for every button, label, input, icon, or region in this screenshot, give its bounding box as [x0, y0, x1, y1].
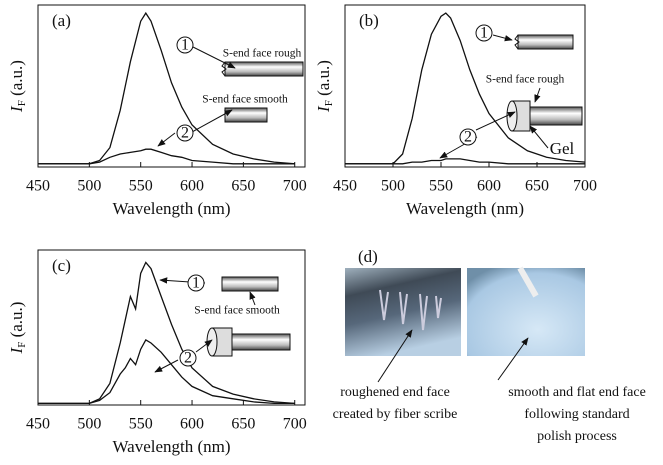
y-axis-label: IF (a.u.) — [314, 60, 335, 113]
fiber-icon — [224, 61, 304, 77]
annotation: Gel — [550, 139, 575, 158]
x-tick-label: 650 — [525, 178, 549, 195]
rough-end — [514, 34, 520, 50]
x-axis-label: Wavelength (nm) — [112, 437, 230, 456]
photo-caption: following standard — [524, 407, 629, 422]
y-axis-label-part: I — [314, 105, 333, 113]
x-tick-label: 500 — [381, 178, 405, 195]
fiber-icon — [221, 276, 279, 292]
y-axis-label-part: F — [323, 100, 335, 106]
spectrum-line — [38, 261, 295, 405]
panel-label: (b) — [359, 11, 379, 30]
plot-frame — [344, 4, 586, 168]
photo-detail — [517, 266, 539, 298]
y-axis-label-part: I — [7, 346, 26, 354]
gel-end — [206, 327, 218, 357]
series-marker-circle — [475, 24, 493, 42]
x-tick-label: 450 — [26, 416, 50, 433]
x-tick-label: 700 — [283, 178, 307, 195]
series-marker-circle — [176, 36, 194, 54]
arrow — [192, 46, 236, 69]
x-tick-label: 500 — [77, 416, 101, 433]
spectrum-line — [38, 11, 295, 165]
arrow — [157, 132, 176, 147]
x-tick-label: 550 — [129, 416, 153, 433]
arrow — [497, 337, 529, 381]
series-marker-circle — [459, 128, 477, 146]
x-tick-label: 700 — [573, 178, 597, 195]
spectrum-line — [38, 148, 295, 165]
series-label: 2 — [181, 125, 189, 142]
series-marker-circle — [176, 124, 194, 142]
x-tick-label: 650 — [231, 178, 255, 195]
photo-detail — [379, 289, 442, 331]
spectrum-line — [345, 12, 586, 165]
x-tick-label: 600 — [180, 178, 204, 195]
x-tick-label: 450 — [26, 178, 50, 195]
plot-frame — [37, 4, 306, 168]
series-marker-circle — [179, 349, 197, 367]
x-tick-label: 500 — [77, 178, 101, 195]
x-tick-label: 550 — [429, 178, 453, 195]
y-axis-label-part: F — [16, 342, 28, 348]
photo-rough — [345, 268, 461, 356]
y-axis-label: IF (a.u.) — [7, 302, 28, 355]
photo-caption: polish process — [537, 429, 617, 444]
arrow — [529, 125, 549, 149]
fiber-icon — [231, 333, 291, 351]
spectrum-line — [38, 338, 295, 405]
rough-end — [221, 61, 227, 77]
gel-end — [506, 100, 518, 132]
annotation: S-end face smooth — [194, 305, 280, 317]
x-tick-label: 550 — [129, 178, 153, 195]
x-tick-label: 600 — [477, 178, 501, 195]
panel-label: (c) — [52, 256, 71, 275]
y-axis-label-part: I — [7, 105, 26, 113]
annotation: S-end face smooth — [202, 94, 288, 106]
spectrum-line — [345, 158, 585, 165]
arrow — [195, 339, 213, 353]
plot-frame — [37, 249, 306, 406]
x-tick-label: 600 — [180, 416, 204, 433]
x-axis-label: Wavelength (nm) — [112, 199, 230, 218]
photo-caption: smooth and flat end face — [508, 385, 646, 400]
y-axis-label-part: F — [16, 100, 28, 106]
x-tick-label: 450 — [333, 178, 357, 195]
arrow — [377, 329, 413, 383]
arrow — [191, 109, 233, 133]
series-label: 2 — [184, 350, 192, 367]
annotation: S-end face rough — [486, 74, 565, 86]
photo-caption: roughened end face — [340, 385, 450, 400]
series-label: 1 — [480, 25, 488, 42]
series-label: 1 — [192, 275, 200, 292]
arrow — [249, 291, 256, 306]
series-marker-circle — [187, 274, 205, 292]
panel-label: (d) — [358, 247, 378, 266]
x-tick-label: 700 — [283, 416, 307, 433]
x-axis-label: Wavelength (nm) — [406, 199, 524, 218]
arrow — [492, 34, 513, 42]
y-axis-label-part: (a.u.) — [314, 60, 333, 100]
y-axis-label-part: (a.u.) — [7, 302, 26, 342]
y-axis-label-part: (a.u.) — [7, 60, 26, 100]
annotation: S-end face rough — [223, 48, 302, 60]
decorations — [154, 34, 585, 383]
arrow — [154, 359, 179, 373]
fiber-icon — [517, 34, 574, 50]
series-label: 1 — [181, 37, 189, 54]
series-label: 2 — [464, 129, 472, 146]
x-tick-label: 650 — [231, 416, 255, 433]
photo-caption: created by fiber scribe — [333, 407, 458, 422]
panel-label: (a) — [52, 11, 71, 30]
arrow — [534, 87, 541, 103]
fiber-icon — [529, 106, 583, 126]
y-axis-label: IF (a.u.) — [7, 60, 28, 113]
